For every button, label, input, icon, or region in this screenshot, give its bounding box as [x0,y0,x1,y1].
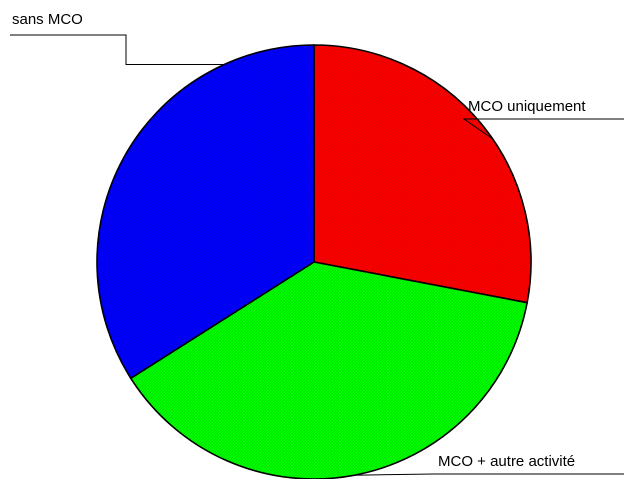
slice-label-mco-uniquement: MCO uniquement [468,98,586,115]
slice-label-mco-autre-activite: MCO + autre activité [438,453,575,470]
leader-line-mco-autre-activite [354,473,624,476]
slice-label-sans-mco: sans MCO [12,11,83,28]
leader-line-sans-mco [10,34,225,65]
pie-slice-texture-sans-mco [97,45,315,379]
pie-slices [96,44,532,480]
slice-labels: MCO uniquement MCO + autre activité sans M… [12,11,586,470]
leader-line-mco-uniquement [462,118,624,140]
pie-slice-texture-mco-uniquement [314,45,532,303]
leader-lines [10,34,624,476]
